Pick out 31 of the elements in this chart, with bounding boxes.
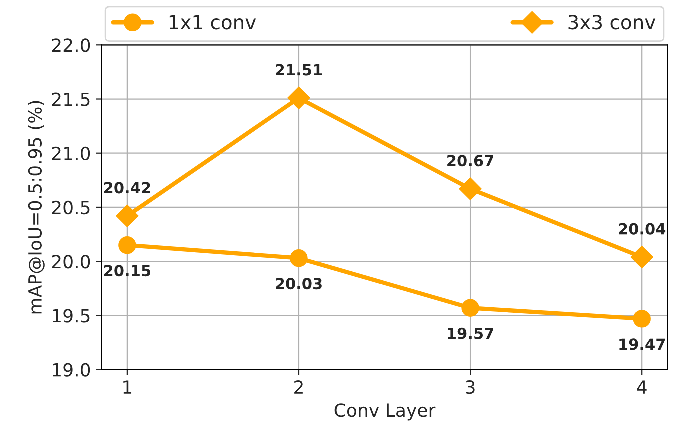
data-label: 20.42 [104,182,150,194]
y-tick-label: 22.0 [52,38,90,52]
y-tick-label: 21.5 [52,92,90,106]
point [118,236,136,254]
y-tick-label: 19.0 [53,363,90,377]
point [116,204,139,228]
point [290,249,308,268]
data-label: 20.67 [448,155,494,167]
point [630,246,654,269]
data-label: 20.04 [619,223,666,235]
y-axis-title: mAP@IoU=0.5:0.95 (%) [28,101,45,314]
y-tick-label: 21.0 [52,146,90,160]
x-tick-label: 4 [637,380,647,394]
legend-label: 3x3 conv [568,15,656,30]
x-axis-title: Conv Layer [334,404,436,421]
point [459,178,482,200]
data-label: 21.51 [276,64,322,76]
y-tick-label: 19.5 [53,309,90,323]
y-tick-label: 20.0 [52,255,90,269]
point [462,299,480,317]
legend-label: 1x1 conv [170,15,256,30]
point [633,310,651,328]
x-tick-label: 3 [466,380,475,394]
data-label: 20.03 [276,278,322,290]
data-label: 20.15 [104,265,151,277]
x-tick-label: 1 [124,380,132,394]
data-label: 19.57 [448,328,494,340]
data-label: 19.47 [620,338,666,350]
point [288,86,310,110]
y-tick-label: 20.5 [52,200,90,215]
x-tick-label: 2 [294,380,303,394]
